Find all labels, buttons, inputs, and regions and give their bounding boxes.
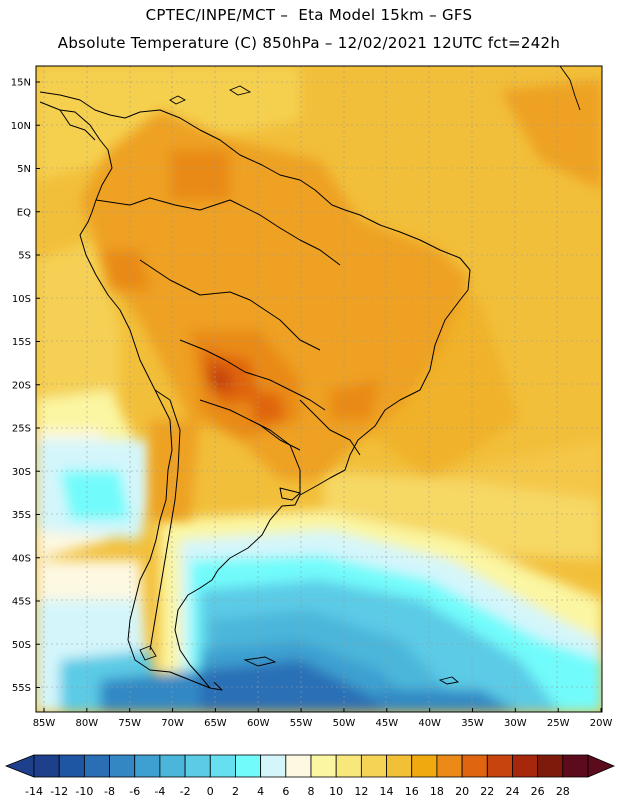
lon-tick-label: 30W <box>504 718 527 729</box>
colorbar-low-arrow <box>4 754 35 778</box>
lat-tick-label: 50S <box>12 640 31 651</box>
colorbar-label: 4 <box>257 785 264 798</box>
colorbar-segment <box>109 754 136 778</box>
chart-title-line-1: CPTEC/INPE/MCT – Eta Model 15km – GFS <box>145 6 473 24</box>
colorbar-label: 2 <box>232 785 239 798</box>
colorbar-segment <box>134 754 161 778</box>
lat-tick-label: EQ <box>17 207 31 218</box>
colorbar-label: 26 <box>531 785 545 798</box>
lat-tick-label: 5S <box>18 251 31 262</box>
lon-tick-label: 85W <box>33 718 56 729</box>
colorbar-segment <box>411 754 438 778</box>
lon-tick-label: 50W <box>333 718 356 729</box>
lat-tick-label: 10N <box>11 121 31 132</box>
lon-tick-label: 25W <box>547 718 570 729</box>
lon-tick-label: 45W <box>375 718 398 729</box>
lat-tick-label: 25S <box>12 424 31 435</box>
colorbar-label: 16 <box>405 785 419 798</box>
lon-tick-label: 35W <box>461 718 484 729</box>
lon-tick-label: 60W <box>247 718 270 729</box>
latitude-axis: 15N 10N 5N EQ 5S 10S 15S 20S 25S 30S 35S 40S 45S 50S 5… <box>11 78 40 694</box>
colorbar-segment <box>184 754 211 778</box>
colorbar-segment <box>537 754 564 778</box>
map-frame <box>35 65 603 713</box>
lat-tick-label: 45S <box>12 597 31 608</box>
colorbar-label: 12 <box>354 785 368 798</box>
longitude-axis: 85W 80W 75W 70W 65W 60W 55W 50W 45W 40W 35W 30W 25W 2… <box>33 708 613 729</box>
colorbar-segment <box>486 754 513 778</box>
colorbar-label: 28 <box>556 785 570 798</box>
lat-tick-label: 15S <box>12 337 31 348</box>
islands <box>139 66 581 685</box>
colorbar-label: 8 <box>308 785 315 798</box>
lon-tick-label: 40W <box>418 718 441 729</box>
lat-tick-label: 55S <box>12 683 31 694</box>
lat-tick-label: 15N <box>11 78 31 89</box>
lon-tick-label: 80W <box>76 718 99 729</box>
lat-tick-label: 40S <box>12 553 31 564</box>
colorbar-segment <box>436 754 463 778</box>
colorbar-label: 18 <box>430 785 444 798</box>
colorbar-segment <box>260 754 287 778</box>
lat-tick-label: 20S <box>12 380 31 391</box>
colorbar-segment <box>512 754 539 778</box>
colorbar-segment <box>58 754 85 778</box>
colorbar-label: -10 <box>75 785 93 798</box>
colorbar-segment <box>562 754 589 778</box>
lon-tick-label: 65W <box>204 718 227 729</box>
chart-title-line-2: Absolute Temperature (C) 850hPa – 12/02/… <box>57 34 561 52</box>
colorbar-label: -6 <box>129 785 140 798</box>
colorbar-segment <box>335 754 362 778</box>
colorbar-segment <box>83 754 110 778</box>
colorbar-segment <box>310 754 337 778</box>
colorbar-segment <box>209 754 236 778</box>
colorbar-label: -8 <box>104 785 115 798</box>
lon-tick-label: 70W <box>161 718 184 729</box>
lat-tick-label: 5N <box>17 164 31 175</box>
lat-tick-label: 10S <box>12 294 31 305</box>
coastlines <box>39 91 471 691</box>
lon-tick-label: 75W <box>118 718 141 729</box>
colorbar-segment <box>159 754 186 778</box>
colorbar-segment <box>360 754 387 778</box>
colorbar-label: -2 <box>180 785 191 798</box>
colorbar-label: 24 <box>505 785 519 798</box>
color-scale-bar <box>4 754 616 778</box>
colorbar-label: 14 <box>380 785 394 798</box>
lon-tick-label: 55W <box>290 718 313 729</box>
colorbar-label: -12 <box>50 785 68 798</box>
colorbar-label: 0 <box>207 785 214 798</box>
colorbar-label: 20 <box>455 785 469 798</box>
color-scale-labels: -14 -12 -10 -8 -6 -4 -2 0 2 4 6 8 10 12 14 16 18 20 22 24 26… <box>25 785 570 798</box>
colorbar-label: 22 <box>480 785 494 798</box>
colorbar-label: -4 <box>154 785 165 798</box>
colorbar-segment <box>285 754 312 778</box>
lat-tick-label: 35S <box>12 510 31 521</box>
colorbar-label: 10 <box>329 785 343 798</box>
temperature-field <box>36 66 602 712</box>
colorbar-segment <box>33 754 60 778</box>
colorbar-segment <box>386 754 413 778</box>
lat-tick-label: 30S <box>12 467 31 478</box>
colorbar-label: 6 <box>282 785 289 798</box>
colorbar-label: -14 <box>25 785 43 798</box>
colorbar-segment <box>235 754 262 778</box>
colorbar-high-arrow <box>587 754 616 778</box>
colorbar-segment <box>461 754 488 778</box>
lon-tick-label: 20W <box>590 718 613 729</box>
